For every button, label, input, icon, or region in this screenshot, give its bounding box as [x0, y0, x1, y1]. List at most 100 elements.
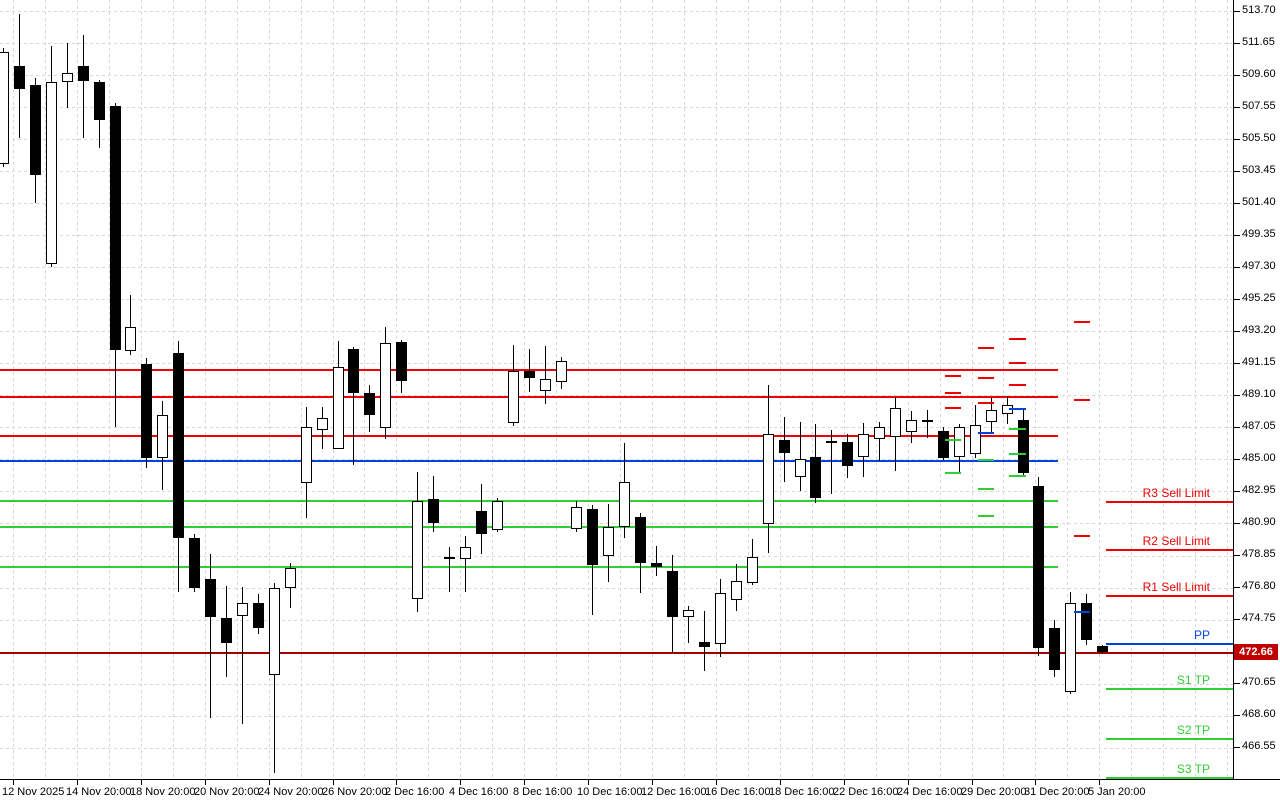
price-axis-label: 501.40	[1242, 196, 1276, 208]
grid-hline	[0, 556, 1233, 557]
candle	[667, 571, 678, 617]
price-axis-tick	[1234, 75, 1240, 76]
time-axis-label: 24 Dec 16:00	[897, 786, 963, 798]
candle-wick	[927, 410, 928, 438]
pivot-label-s1-tp[interactable]: S1 TP	[1176, 673, 1210, 687]
price-axis-tick	[1234, 491, 1240, 492]
candle-wick	[879, 422, 880, 461]
candle	[189, 538, 200, 588]
pivot-line-s3-tp[interactable]	[1106, 777, 1233, 779]
pivot-dash-segment	[978, 515, 994, 517]
pivot-dash-segment	[978, 402, 994, 404]
time-axis-tick	[77, 780, 78, 785]
candle	[428, 499, 439, 523]
candle	[635, 517, 646, 563]
candle	[476, 511, 487, 534]
time-axis-tick	[524, 780, 525, 785]
pivot-label-pp[interactable]: PP	[1193, 628, 1210, 642]
time-axis-label: 26 Nov 20:00	[322, 786, 388, 798]
time-axis[interactable]: 12 Nov 2025 14 Nov 20:00 18 Nov 20:00 20 No…	[0, 779, 1280, 801]
candle-wick	[210, 554, 211, 718]
pivot-dash-segment	[945, 439, 961, 441]
candle	[715, 593, 726, 644]
grid-hline	[0, 427, 1233, 428]
grid-vline	[652, 0, 653, 779]
time-axis-tick	[460, 780, 461, 785]
price-axis-tick	[1234, 331, 1240, 332]
price-axis-label: 470.65	[1242, 676, 1276, 688]
candle-wick	[353, 347, 354, 465]
candle	[619, 482, 630, 527]
chart-area[interactable]: R3 Sell Limit R2 Sell Limit R1 Sell Limit P…	[0, 0, 1233, 779]
candle	[540, 379, 551, 391]
pivot-dash-segment	[978, 432, 994, 434]
candle	[62, 73, 73, 82]
pivot-line-r3-sell-limit[interactable]	[1106, 501, 1233, 503]
candle-wick	[831, 430, 832, 494]
pivot-label-s2-tp[interactable]: S2 TP	[1176, 723, 1210, 737]
time-axis-label: 29 Dec 20:00	[961, 786, 1027, 798]
price-axis-label: 487.05	[1242, 420, 1276, 432]
pivot-dash-segment	[1009, 362, 1026, 364]
price-axis-tick	[1234, 555, 1240, 556]
pivot-line-pp[interactable]	[1106, 643, 1233, 645]
price-axis-label: 474.75	[1242, 612, 1276, 624]
price-axis-label: 493.20	[1242, 324, 1276, 336]
candle	[556, 361, 567, 382]
grid-vline	[1163, 0, 1164, 779]
grid-hline	[0, 684, 1233, 685]
grid-vline	[1131, 0, 1132, 779]
support-resistance-line	[0, 460, 1058, 462]
price-axis-tick	[1234, 619, 1240, 620]
time-axis-tick	[1035, 780, 1036, 785]
price-axis-tick	[1234, 235, 1240, 236]
grid-hline	[0, 620, 1233, 621]
support-resistance-line	[0, 435, 1058, 437]
candle	[412, 501, 423, 599]
support-resistance-line	[0, 396, 1058, 398]
candle	[78, 66, 89, 81]
grid-vline	[748, 0, 749, 779]
pivot-label-r3-sell-limit[interactable]: R3 Sell Limit	[1142, 486, 1210, 500]
time-axis-label: 12 Nov 2025	[2, 786, 65, 798]
price-axis-tick	[1234, 427, 1240, 428]
time-axis-label: 4 Dec 16:00	[449, 786, 509, 798]
price-axis[interactable]: 472.66 513.70 511.65 509.60 507.55 505.50 503…	[1233, 0, 1280, 779]
time-axis-tick	[141, 780, 142, 785]
pivot-label-s3-tp[interactable]: S3 TP	[1176, 762, 1210, 776]
grid-hline	[0, 235, 1233, 236]
grid-vline	[1227, 0, 1228, 779]
price-axis-label: 489.10	[1242, 388, 1276, 400]
time-axis-tick	[396, 780, 397, 785]
candle	[237, 603, 248, 616]
price-axis-label: 507.55	[1242, 100, 1276, 112]
pivot-dash-segment	[1009, 408, 1026, 410]
candle-wick	[800, 422, 801, 491]
pivot-line-s1-tp[interactable]	[1106, 688, 1233, 690]
time-axis-label: 8 Dec 16:00	[513, 786, 573, 798]
candle	[317, 418, 328, 430]
time-axis-tick	[972, 780, 973, 785]
grid-vline	[940, 0, 941, 779]
pivot-line-r2-sell-limit[interactable]	[1106, 549, 1233, 551]
candle	[1081, 603, 1092, 640]
grid-hline	[0, 491, 1233, 492]
price-axis-label: 491.15	[1242, 356, 1276, 368]
candle	[492, 501, 503, 530]
pivot-dash-segment	[945, 392, 961, 394]
candle-wick	[545, 346, 546, 404]
pivot-label-r1-sell-limit[interactable]: R1 Sell Limit	[1142, 580, 1210, 594]
grid-vline	[269, 0, 270, 779]
candle	[460, 547, 471, 559]
grid-hline	[0, 716, 1233, 717]
pivot-line-r1-sell-limit[interactable]	[1106, 595, 1233, 597]
price-axis-tick	[1234, 715, 1240, 716]
pivot-line-s2-tp[interactable]	[1106, 738, 1233, 740]
price-axis-tick	[1234, 43, 1240, 44]
time-axis-label: 2 Dec 16:00	[385, 786, 445, 798]
time-axis-label: 12 Dec 16:00	[641, 786, 707, 798]
candle	[1018, 420, 1029, 473]
pivot-label-r2-sell-limit[interactable]: R2 Sell Limit	[1142, 534, 1210, 548]
grid-vline	[13, 0, 14, 779]
candle-wick	[449, 547, 450, 592]
